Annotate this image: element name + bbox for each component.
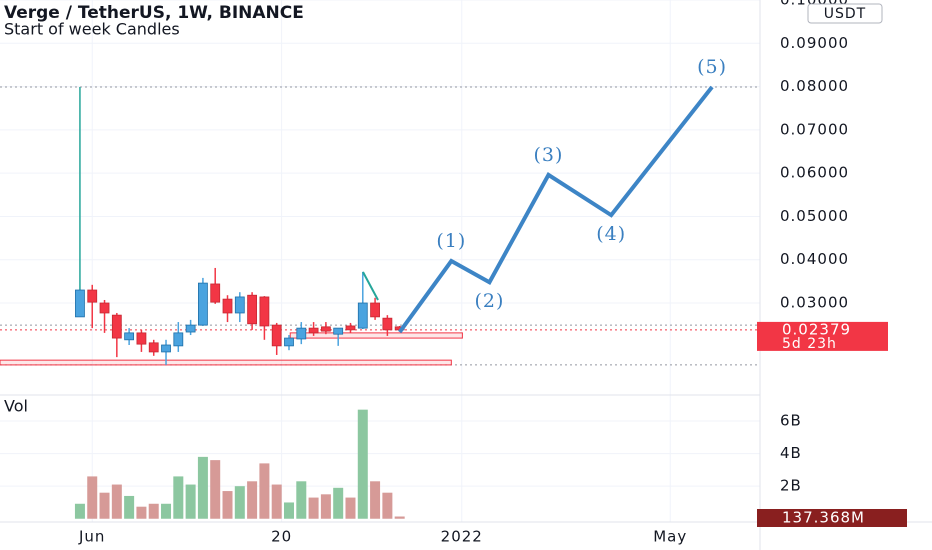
volume-bar <box>148 503 159 519</box>
candle-body <box>284 337 294 347</box>
y-tick-label: 0.03000 <box>780 294 849 312</box>
volume-bar <box>394 516 405 519</box>
volume-bar <box>197 456 208 519</box>
volume-bar <box>222 491 233 519</box>
candle-body <box>370 302 380 318</box>
volume-bar <box>173 476 184 519</box>
y-tick-label: 0.05000 <box>780 207 849 225</box>
candle-body <box>357 302 368 329</box>
candle-body <box>161 344 171 353</box>
chart-title: Verge / TetherUS, 1W, BINANCE <box>4 3 304 23</box>
volume-bar <box>74 503 85 519</box>
countdown-label: 5d 23h <box>782 336 837 352</box>
volume-bar <box>111 484 122 519</box>
volume-bar <box>382 492 393 519</box>
candle-body <box>247 294 258 325</box>
x-tick-label: 2022 <box>441 528 483 546</box>
volume-bar <box>247 481 258 519</box>
marks <box>0 85 714 519</box>
x-tick-label: May <box>653 528 687 546</box>
volume-bar <box>185 484 196 519</box>
wave-line <box>398 85 714 334</box>
candle-body <box>111 314 122 339</box>
x-tick-label: 20 <box>271 528 292 546</box>
chart-subtitle: Start of week Candles <box>4 20 180 39</box>
zone <box>0 359 452 366</box>
volume-bar <box>161 503 172 519</box>
volume-tick-label: 6B <box>780 412 802 430</box>
volume-bar <box>370 481 381 519</box>
volume-bar <box>296 481 307 519</box>
volume-bar <box>259 463 270 519</box>
volume-bar <box>210 460 221 519</box>
volume-bar <box>320 494 331 519</box>
volume-bar <box>136 506 147 519</box>
candle-body <box>99 302 110 314</box>
candle-body <box>296 327 307 340</box>
volume-bar <box>234 486 245 519</box>
y-tick-label: 0.07000 <box>780 120 849 138</box>
candle-body <box>87 289 98 303</box>
candle-body <box>271 324 282 347</box>
y-tick-label: 0.09000 <box>780 34 849 52</box>
volume-tick-label: 4B <box>780 444 802 462</box>
volume-bar <box>124 495 135 519</box>
candle-body <box>148 342 159 353</box>
volume-bar <box>357 409 368 519</box>
volume-tick-label: 2B <box>780 477 802 495</box>
candle-body <box>185 324 196 333</box>
wave-label: (2) <box>474 290 504 312</box>
volume-bar <box>99 492 110 519</box>
candle-body <box>345 325 356 331</box>
labels: 0.03000 0.04000 0.05000 0.06000 0.07000 0.080… <box>78 0 907 546</box>
x-tick-label: Jun <box>78 528 105 546</box>
y-tick-label: 0.06000 <box>780 164 849 182</box>
volume-badge-label: 137.368M <box>782 509 865 527</box>
volume-badge <box>757 509 907 527</box>
candle-body <box>333 327 344 335</box>
candle-body <box>320 326 331 332</box>
candle-body <box>210 283 221 303</box>
drawing-line <box>362 271 379 301</box>
y-tick-label: 0.08000 <box>780 77 849 95</box>
candle-body <box>382 317 393 331</box>
wave-label: (5) <box>697 56 727 78</box>
volume-title: Vol <box>4 397 28 416</box>
currency-label: USDT <box>824 6 866 22</box>
candle-body <box>198 282 208 326</box>
candle-body <box>222 298 233 314</box>
y-tick-label: 0.04000 <box>780 250 849 268</box>
grid <box>0 0 760 522</box>
wave-label: (4) <box>596 223 626 245</box>
candle-body <box>124 332 135 341</box>
volume-bar <box>283 502 294 519</box>
price-badge-label: 0.02379 <box>782 320 851 338</box>
candle-body <box>259 296 270 327</box>
wave-label: (1) <box>436 230 466 252</box>
candle-body <box>136 332 147 345</box>
candle-body <box>308 327 319 334</box>
candle-body <box>75 289 85 318</box>
candle-body <box>173 332 184 347</box>
price-badge <box>757 321 888 351</box>
zone <box>289 332 463 339</box>
volume-bar <box>308 497 319 519</box>
candle-body <box>234 296 245 314</box>
wave-label: (3) <box>534 144 564 166</box>
volume-bar <box>345 497 356 519</box>
volume-bar <box>271 484 282 519</box>
currency-badge[interactable] <box>807 3 883 24</box>
volume-bar <box>87 476 98 519</box>
volume-bar <box>333 487 344 519</box>
